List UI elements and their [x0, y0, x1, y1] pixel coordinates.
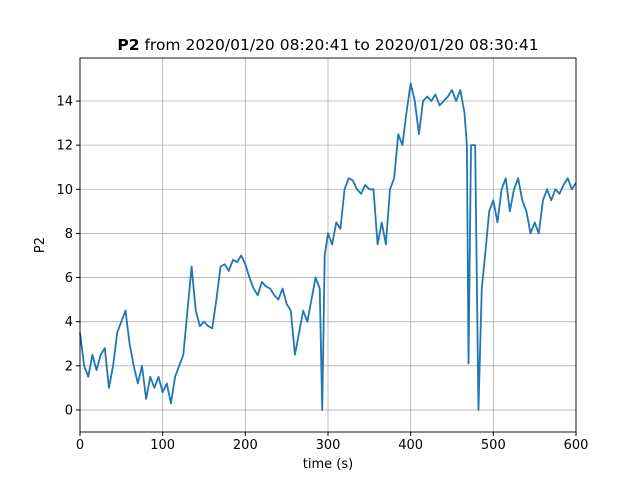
chart-title: P2 from 2020/01/20 08:20:41 to 2020/01/2…	[117, 36, 538, 54]
axes-frame	[79, 57, 577, 433]
y-axis-label: P2	[33, 237, 48, 253]
x-tick-label: 500	[481, 438, 506, 453]
y-tick-label: 6	[65, 271, 73, 286]
data-line	[79, 82, 577, 411]
y-tick-label: 14	[56, 95, 73, 110]
y-tick-label: 12	[56, 139, 73, 154]
x-axis-label: time (s)	[303, 457, 353, 472]
y-tick-label: 10	[56, 183, 73, 198]
x-tick-label: 300	[316, 438, 341, 453]
y-tick-label: 2	[65, 359, 73, 374]
y-tick-label: 8	[65, 227, 73, 242]
y-tick-label: 0	[65, 403, 73, 418]
title-name: P2	[117, 36, 139, 54]
x-tick-label: 200	[233, 438, 258, 453]
x-tick-label: 100	[150, 438, 175, 453]
x-tick-label: 400	[398, 438, 423, 453]
y-tick-label: 4	[65, 315, 73, 330]
title-range: from 2020/01/20 08:20:41 to 2020/01/20 0…	[144, 36, 538, 54]
x-tick-label: 600	[564, 438, 589, 453]
x-tick-label: 0	[76, 438, 84, 453]
